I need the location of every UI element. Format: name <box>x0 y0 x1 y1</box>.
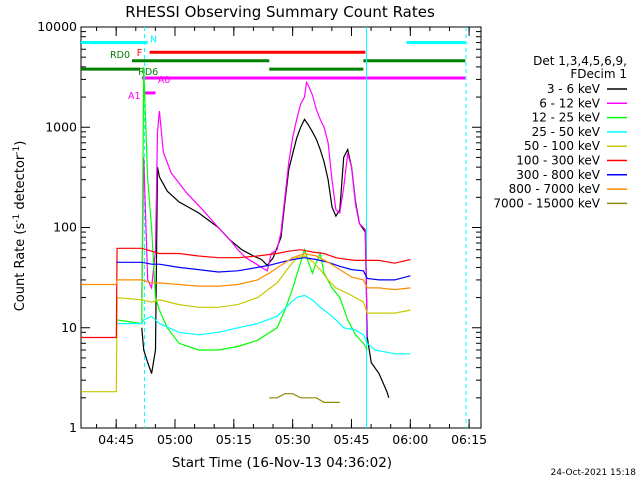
x-axis-label: Start Time (16-Nov-13 04:36:02) <box>172 455 392 471</box>
series-line-5 <box>81 255 411 393</box>
legend-label-9: 7000 - 15000 keV <box>493 196 600 210</box>
legend-label-6: 100 - 300 keV <box>516 154 600 168</box>
series-line-4 <box>116 294 411 355</box>
x-tick-label: 06:00 <box>392 432 428 447</box>
legend-label-7: 300 - 800 keV <box>516 168 600 182</box>
footer-timestamp: 24-Oct-2021 15:18 <box>551 468 637 478</box>
series-layer <box>81 66 411 403</box>
y-tick-label: 10 <box>61 320 77 335</box>
y-axis-label-sup2: -1 <box>12 146 22 155</box>
series-line-1 <box>141 118 390 398</box>
series-line-3 <box>116 66 368 351</box>
text-layer: RHESSI Observing Summary Count Rates Sta… <box>12 3 636 478</box>
series-line-9 <box>269 393 340 403</box>
y-tick-label: 10000 <box>37 19 77 34</box>
state-bar-label-rd0: RD0 <box>110 50 130 61</box>
legend-label-8: 800 - 7000 keV <box>509 182 601 196</box>
state-bar-label-f: F <box>137 48 142 59</box>
x-tick-label: 05:00 <box>157 432 193 447</box>
plot-frame-layer <box>80 26 482 429</box>
series-line-8 <box>81 252 411 291</box>
series-line-6 <box>81 247 411 339</box>
legend-header-line2: FDecim 1 <box>570 67 627 81</box>
y-axis-label-part2: detector <box>13 154 28 214</box>
x-tick-label: 05:45 <box>333 432 369 447</box>
legend-label-2: 6 - 12 keV <box>539 96 601 110</box>
legend-label-1: 3 - 6 keV <box>547 82 601 96</box>
legend-header-line1: Det 1,3,4,5,6,9, <box>533 54 627 68</box>
x-tick-label: 05:15 <box>216 432 252 447</box>
x-tick-label: 06:15 <box>451 432 487 447</box>
state-bar-label-a1: A1 <box>128 91 141 102</box>
chart-title: RHESSI Observing Summary Count Rates <box>125 3 435 21</box>
state-bar-label-n: N <box>150 35 157 46</box>
series-line-2 <box>141 80 368 338</box>
x-tick-label: 05:30 <box>275 432 311 447</box>
y-axis-label: Count Rate (s-1 detector-1) <box>12 141 28 312</box>
x-tick-label: 04:45 <box>98 432 134 447</box>
y-axis-label-part3: ) <box>13 141 28 146</box>
legend-label-4: 25 - 50 keV <box>532 125 601 139</box>
y-tick-label: 1000 <box>45 119 77 134</box>
state-bar-label-a0: A0 <box>158 75 171 86</box>
y-axis-label-sup1: -1 <box>12 214 22 223</box>
y-axis-label-part1: Count Rate (s <box>13 223 28 312</box>
legend-label-3: 12 - 25 keV <box>532 111 601 125</box>
legend-label-5: 50 - 100 keV <box>524 139 601 153</box>
state-bar-label-rd6: RD6 <box>138 67 158 78</box>
y-tick-label: 1 <box>69 420 77 435</box>
y-tick-label: 100 <box>53 220 77 235</box>
